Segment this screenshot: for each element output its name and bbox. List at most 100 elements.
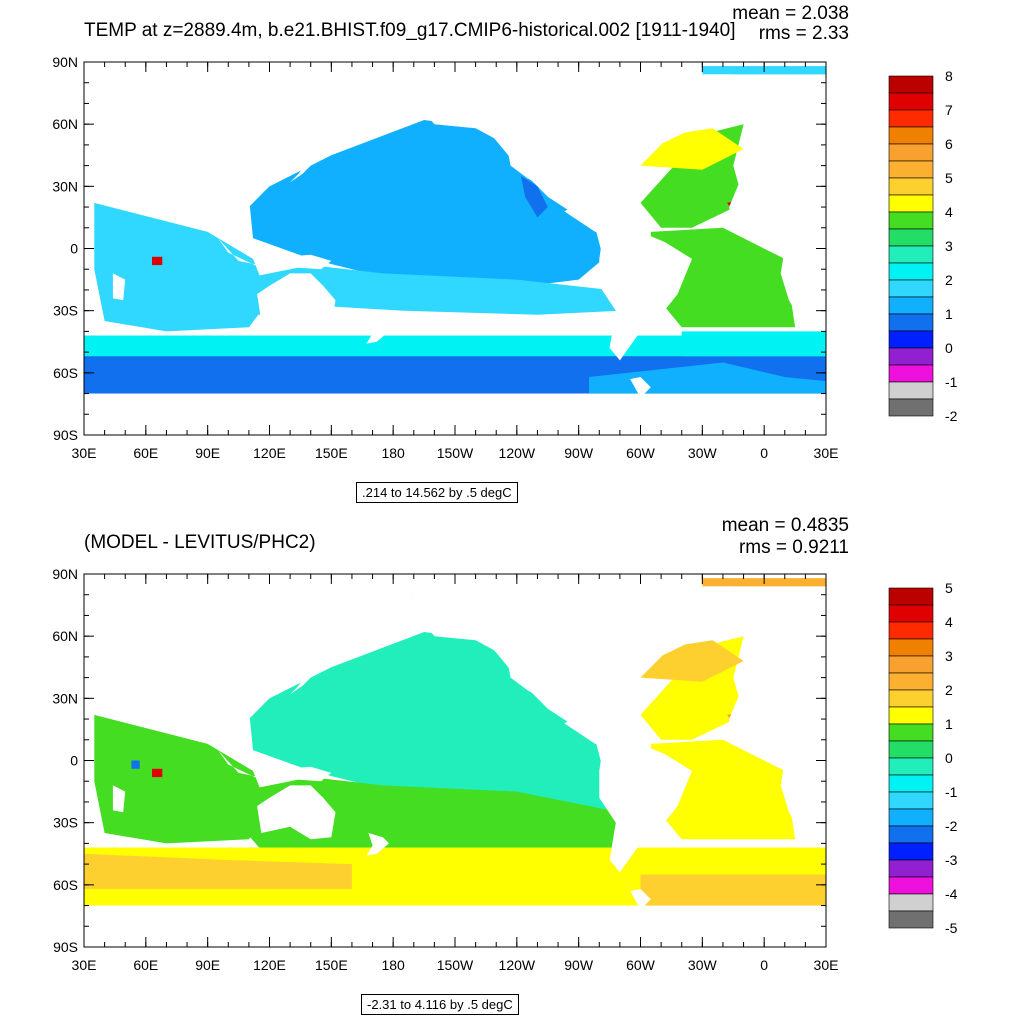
colorbar-swatch (888, 723, 934, 742)
land-north-america (413, 62, 703, 232)
colorbar-label: 8 (945, 68, 953, 84)
land-eurasia (84, 574, 826, 740)
land-north-america (413, 574, 703, 744)
colorbar-swatch (888, 706, 934, 725)
lon-tick-label: 60W (626, 445, 656, 461)
colorbar-label: -2 (945, 408, 958, 424)
colorbar-swatch (888, 177, 934, 196)
lon-tick-label: 90E (195, 445, 220, 461)
colorbar-swatch (888, 757, 934, 776)
map-title: (MODEL - LEVITUS/PHC2) (84, 532, 316, 553)
colorbar-label: 4 (945, 614, 953, 630)
land-south-america (599, 231, 692, 361)
top-map-panel: TEMP at z=2889.4m, b.e21.BHIST.f09_g17.C… (52, 3, 958, 503)
south-atlantic-fill (650, 739, 796, 840)
colorbar-label: 1 (945, 716, 953, 732)
lat-tick-label: 60N (52, 628, 78, 644)
lon-tick-label: 30E (72, 445, 97, 461)
land-ant-pen (630, 889, 651, 910)
mean-value: mean = 0.4835 (721, 515, 849, 536)
land-antarctica (84, 905, 826, 947)
indian-ocean-fill (94, 202, 270, 332)
colorbar-swatch (888, 347, 934, 366)
colorbar-swatch (888, 126, 934, 145)
land-new-zealand (366, 833, 389, 856)
lon-tick-label: 180 (381, 445, 405, 461)
lat-tick-label: 90N (52, 54, 78, 70)
land-new-zealand (366, 321, 389, 344)
lon-tick-label: 120E (253, 445, 286, 461)
colorbar-swatch (888, 689, 934, 708)
rms-value: rms = 0.9211 (738, 537, 849, 558)
weddell-warm (640, 874, 826, 910)
colorbar-label: -3 (945, 852, 958, 868)
south-atlantic-fill (650, 227, 796, 328)
lon-tick-label: 180 (381, 957, 405, 973)
lat-tick-label: 30N (52, 178, 78, 194)
colorbar-swatch (888, 92, 934, 111)
land-ant-pen (630, 377, 651, 398)
land-greenland (640, 74, 734, 125)
indian-warm-spot (152, 768, 163, 778)
lon-tick-label: 60W (626, 957, 656, 973)
colorbar-swatch (888, 740, 934, 759)
colorbar-swatch (888, 398, 934, 417)
colorbar-swatch (888, 313, 934, 332)
colorbar-swatch (888, 893, 934, 912)
land-madagascar (112, 785, 126, 813)
colorbar-label: -1 (945, 784, 958, 800)
lon-tick-label: 150E (315, 957, 348, 973)
mean-value: mean = 2.038 (732, 3, 849, 24)
lat-tick-label: 90S (53, 427, 78, 443)
colorbar-swatch (888, 262, 934, 281)
colorbar-swatch (888, 587, 934, 606)
colorbar-swatch (888, 910, 934, 929)
colorbar-swatch (888, 825, 934, 844)
land-south-america (599, 743, 692, 873)
land-australia (257, 273, 336, 328)
land-greenland (640, 586, 734, 637)
lon-tick-label: 0 (760, 957, 768, 973)
colorbar-label: 3 (945, 238, 953, 254)
colorbar-swatch (888, 621, 934, 640)
colorbar-swatch (888, 774, 934, 793)
lon-tick-label: 90W (564, 957, 594, 973)
colorbar-swatch (888, 75, 934, 94)
colorbar-swatch (888, 791, 934, 810)
colorbar-swatch (888, 842, 934, 861)
bottom-map-panel: (MODEL - LEVITUS/PHC2) mean = 0.4835 rms… (0, 512, 1024, 1024)
southern-ocean-warm (84, 853, 352, 889)
lon-tick-label: 30W (688, 445, 718, 461)
colorbar-label: 6 (945, 136, 953, 152)
indian-ocean-fill (94, 714, 270, 844)
colorbar-label: -4 (945, 886, 958, 902)
lon-tick-label: 150W (437, 957, 474, 973)
colorbar-label: 1 (945, 306, 953, 322)
colorbar-label: 3 (945, 648, 953, 664)
colorbar-label: 4 (945, 204, 953, 220)
lon-tick-label: 30W (688, 957, 718, 973)
colorbar-label: -5 (945, 920, 958, 936)
land-japan (290, 669, 315, 695)
lon-tick-label: 120E (253, 957, 286, 973)
colorbar-swatch (888, 211, 934, 230)
lon-tick-label: 150W (437, 445, 474, 461)
colorbar-swatch (888, 143, 934, 162)
map-title: TEMP at z=2889.4m, b.e21.BHIST.f09_g17.C… (84, 20, 736, 41)
lat-tick-label: 0 (70, 753, 78, 769)
land-africa (729, 173, 826, 321)
lat-tick-label: 90S (53, 939, 78, 955)
lat-tick-label: 0 (70, 241, 78, 257)
lon-tick-label: 30E (814, 957, 839, 973)
lon-tick-label: 120W (499, 445, 536, 461)
colorbar-swatch (888, 228, 934, 247)
rms-value: rms = 2.33 (758, 23, 849, 44)
colorbar-label: 2 (945, 272, 953, 288)
land-indonesia (218, 238, 332, 270)
colorbar-label: 5 (945, 170, 953, 186)
lat-tick-label: 30N (52, 690, 78, 706)
colorbar-swatch (888, 330, 934, 349)
colorbar-swatch (888, 381, 934, 400)
